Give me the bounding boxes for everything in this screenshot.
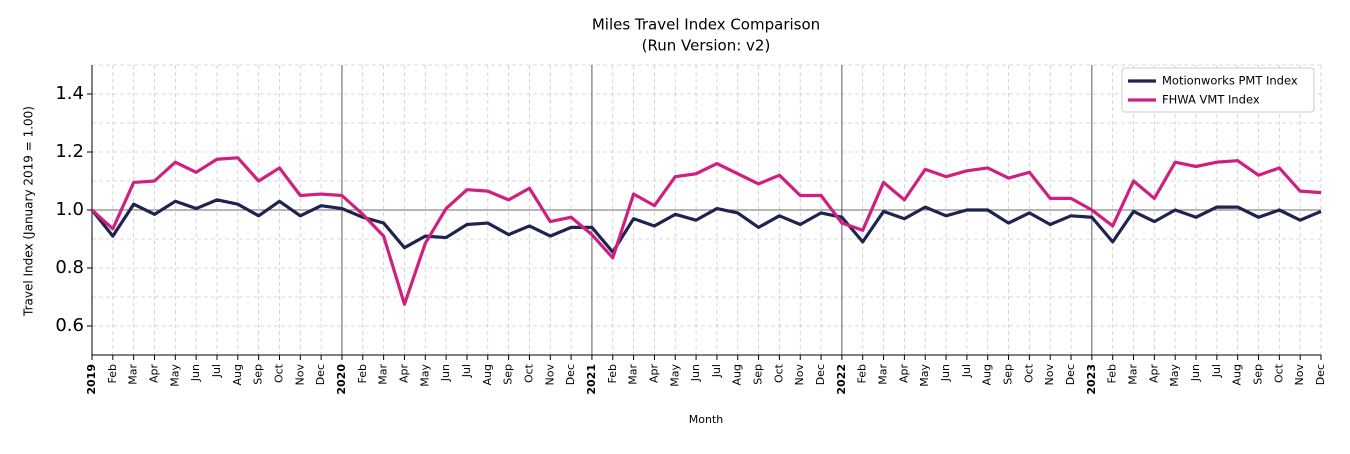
x-tick-label: Mar [627, 364, 640, 385]
x-tick-label: May [668, 364, 681, 387]
x-tick-label: Nov [543, 364, 556, 386]
x-tick-label: Aug [481, 364, 494, 385]
x-tick-label: Oct [772, 363, 785, 383]
x-tick-label: Jul [210, 364, 223, 378]
x-tick-label: Feb [1106, 364, 1119, 383]
chart-subtitle: (Run Version: v2) [642, 37, 771, 55]
y-tick-label: 1.0 [55, 199, 84, 220]
legend-label: Motionworks PMT Index [1162, 74, 1298, 88]
x-tick-label: Oct [1022, 363, 1035, 383]
x-tick-label: Jun [189, 364, 202, 382]
x-tick-label: Apr [397, 364, 410, 384]
x-tick-label: Dec [564, 364, 577, 385]
x-tick-label: Jul [710, 364, 723, 378]
x-tick-label: Mar [377, 364, 390, 385]
x-tick-label: Aug [981, 364, 994, 385]
x-tick-label: 2021 [585, 364, 598, 395]
x-tick-label: Dec [814, 364, 827, 385]
x-tick-label: Mar [877, 364, 890, 385]
y-tick-label: 0.6 [55, 315, 84, 336]
x-tick-label: Oct [522, 363, 535, 383]
x-tick-label: Mar [1127, 364, 1140, 385]
x-tick-label: Jun [939, 364, 952, 382]
legend-label: FHWA VMT Index [1162, 93, 1260, 107]
x-tick-label: Sep [1002, 364, 1015, 385]
x-tick-label: Apr [647, 364, 660, 384]
x-tick-label: Aug [731, 364, 744, 385]
x-tick-label: Feb [606, 364, 619, 383]
y-tick-label: 0.8 [55, 257, 84, 278]
legend-box [1121, 67, 1315, 113]
x-tick-label: May [418, 364, 431, 387]
x-axis-label: Month [689, 413, 724, 426]
x-tick-label: Apr [1147, 364, 1160, 384]
x-tick-label: Jun [439, 364, 452, 382]
x-tick-label: Feb [856, 364, 869, 383]
series-line [90, 198, 1322, 254]
x-tick-label: Aug [231, 364, 244, 385]
x-tick-label: 2020 [335, 364, 348, 395]
y-tick-label: 1.2 [55, 141, 84, 162]
x-tick-label: Apr [147, 364, 160, 384]
x-tick-label: Feb [106, 364, 119, 383]
x-tick-label: Sep [502, 364, 515, 385]
x-tick-label: May [918, 364, 931, 387]
x-tick-label: Nov [793, 364, 806, 386]
x-tick-label: Feb [356, 364, 369, 383]
x-tick-label: Dec [1314, 364, 1327, 385]
series-line [90, 156, 1322, 306]
x-tick-label: Oct [1272, 363, 1285, 383]
x-tick-label: Jun [689, 364, 702, 382]
x-tick-label: Sep [252, 364, 265, 385]
x-tick-label: Jul [1210, 364, 1223, 378]
x-tick-label: Nov [1293, 364, 1306, 386]
x-tick-label: Nov [293, 364, 306, 386]
x-tick-label: Jul [460, 364, 473, 378]
x-tick-label: Jul [960, 364, 973, 378]
x-tick-label: 2022 [835, 364, 848, 395]
x-tick-label: May [1168, 364, 1181, 387]
x-tick-label: Aug [1231, 364, 1244, 385]
x-tick-label: May [168, 364, 181, 387]
x-tick-label: 2019 [85, 364, 98, 395]
x-tick-label: Oct [272, 363, 285, 383]
x-tick-label: Sep [1252, 364, 1265, 385]
x-tick-label: Jun [1189, 364, 1202, 382]
y-tick-label: 1.4 [55, 83, 84, 104]
x-tick-label: Apr [897, 364, 910, 384]
x-tick-label: Dec [314, 364, 327, 385]
x-tick-label: Dec [1064, 364, 1077, 385]
chart-title: Miles Travel Index Comparison [592, 16, 820, 34]
y-axis-label: Travel Index (January 2019 = 1.00) [22, 106, 36, 317]
x-tick-label: Nov [1043, 364, 1056, 386]
x-tick-label: Sep [752, 364, 765, 385]
x-tick-label: Mar [127, 364, 140, 385]
x-tick-label: 2023 [1085, 364, 1098, 395]
